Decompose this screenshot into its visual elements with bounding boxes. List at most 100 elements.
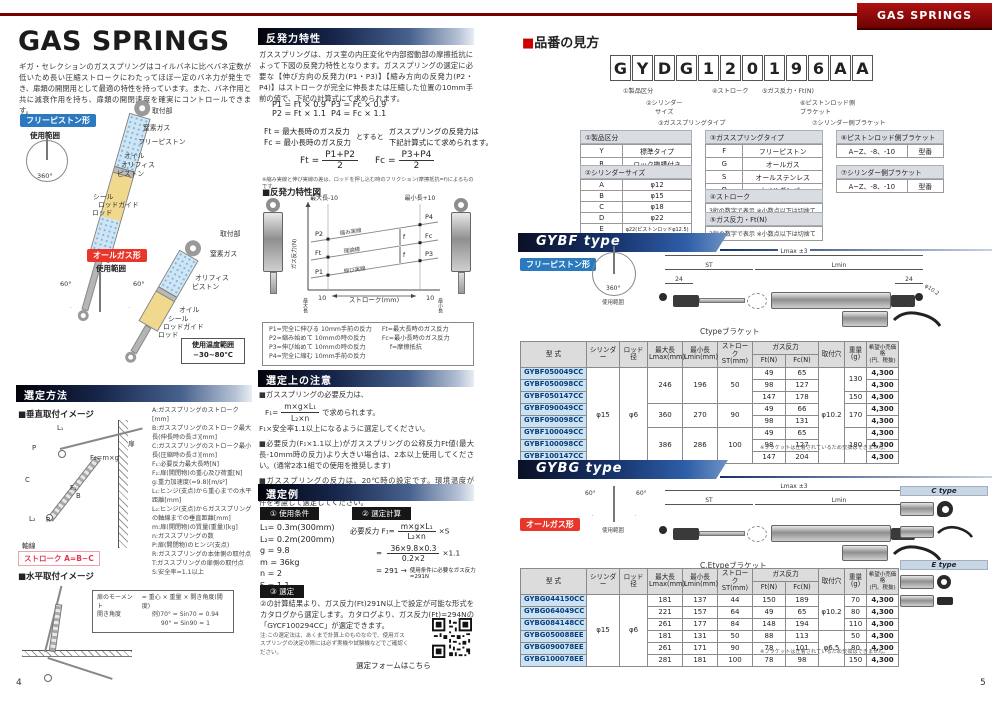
pivot-circle-g bbox=[747, 526, 767, 542]
table-title: ④ストローク bbox=[705, 189, 823, 203]
chart-top-left: 最大長-10 bbox=[310, 194, 338, 202]
piston-rod-g bbox=[699, 531, 745, 536]
label-piston: ピストン bbox=[117, 170, 145, 178]
stroke-formula-badge: ストローク A=B−C bbox=[18, 551, 100, 566]
example-cond-title: ① 使用条件 bbox=[260, 507, 320, 520]
chart-p1: P1 bbox=[315, 268, 323, 276]
cylinder-body bbox=[771, 292, 891, 309]
eq-p3: P3 = Fc × 0.9 bbox=[331, 100, 387, 109]
table-row: GYBF050049CC φ15 φ6 246 196 50 49 65 φ10… bbox=[520, 366, 899, 464]
qr-caption-link[interactable]: 選定フォームはこちら bbox=[356, 661, 431, 670]
pn-char: 0 bbox=[742, 55, 763, 81]
c-type-panel: C type bbox=[900, 486, 988, 541]
legend-item: T:ガススプリングの扉側の取付点 bbox=[152, 559, 244, 567]
cell: φ22 bbox=[622, 212, 692, 224]
table-row: GYBF050098CC 98 127 4,300 bbox=[520, 378, 899, 392]
letter-p: P bbox=[32, 444, 37, 452]
gybf-bracket-label: Ctypeブラケット bbox=[700, 327, 760, 336]
pivot-below bbox=[44, 674, 52, 682]
label2-mount: 取付部 bbox=[220, 230, 241, 238]
label2-piston: ピストン bbox=[192, 283, 220, 291]
gybg-note: ※ブラケットは圧着されているため交換はできません。 bbox=[760, 649, 889, 655]
chart-fc: Fc bbox=[425, 232, 433, 240]
ftfc-definitions: Ft = 最大長時のガス反力 Fc = 最小長時のガス反力 とすると ガススプリ… bbox=[264, 126, 493, 148]
eq-p1: P1 = Ft × 0.9 bbox=[272, 100, 326, 109]
ftfc-formulas: Ft = P1+P2 2 Fc = P3+P4 2 bbox=[300, 150, 437, 171]
gybf-type-header: GYBF type bbox=[518, 233, 728, 252]
letter-c: C bbox=[25, 476, 30, 484]
cell: B bbox=[579, 190, 624, 202]
note1-pre: ■ガススプリングの必要反力は、 bbox=[259, 390, 369, 399]
gybf-spec-table: 型 式 シリンダー ロッド径 最大長 Lmax(mm) 最小長 Lmin(mm)… bbox=[520, 341, 899, 464]
page-number-left: 4 bbox=[16, 678, 22, 688]
legend-fc: Fc=最小長時のガス反力 bbox=[381, 334, 450, 342]
cell: 標準タイプ bbox=[622, 144, 692, 158]
pivot-circle bbox=[747, 293, 767, 309]
col-model: 型 式 bbox=[520, 568, 587, 595]
page-title: GAS SPRINGS bbox=[18, 26, 230, 57]
legend-f: f=摩擦抵抗 bbox=[389, 343, 422, 351]
chart-p4: P4 bbox=[425, 213, 433, 221]
dim-lmax-g: Lmax ±3 bbox=[778, 483, 810, 490]
legend-item: R:ガススプリングの本体側の取付点 bbox=[152, 550, 252, 558]
chart-ylabel: ガス反力(N) bbox=[290, 239, 298, 269]
legend-item: L₂:ヒンジ(支点)からガススプリングの軸線までの垂直距離[mm] bbox=[152, 505, 252, 522]
legend-item: B:ガススプリングのストローク最大長(伸長時の長さ)[mm] bbox=[152, 424, 252, 441]
cond-n: n = 2 bbox=[260, 569, 282, 579]
example-caution: 注:この選定法は、あくまで計算上のものなので、使用ガススプリングの決定の際には必… bbox=[260, 633, 409, 656]
legend-p3: P3=伸び始めて 10mmの時の反力 bbox=[269, 343, 366, 351]
table-row: GYBF100049CC 386 286 100 49 65 180 4,300 bbox=[520, 426, 899, 464]
spring-photo-right bbox=[450, 198, 472, 298]
table-title: ⑥ピストンロッド側ブラケット bbox=[836, 130, 944, 144]
chart-legend-box: P1=完全に伸びる 10mm手前の反力 P2=縮み始めて 10mmの時の反力 P… bbox=[262, 322, 474, 366]
calc-lhs: 必要反力 F₁= bbox=[350, 526, 395, 536]
col-wt: 重量 (g) bbox=[844, 568, 867, 595]
notes-header: 選定上の注意 bbox=[258, 370, 474, 387]
cell: 型番 bbox=[906, 179, 945, 193]
label2-orifice: オリフィス bbox=[195, 274, 229, 282]
calc-result-note: 使用条件に必要なガス反力 =291N bbox=[409, 568, 476, 580]
table-gas-force-note: ⑤ガス反力・Ft(N) 3桁の数字で表示 ※小数点以下は切捨て bbox=[705, 212, 823, 241]
pn-char: 9 bbox=[786, 55, 807, 81]
col-cyl: シリンダー bbox=[586, 568, 620, 595]
gybg-header-line bbox=[720, 476, 992, 478]
col-rod: ロッド径 bbox=[619, 341, 648, 368]
deg-60-right: 60° bbox=[133, 280, 145, 288]
vertical-mount-diagram bbox=[20, 420, 148, 548]
right-bracket-body bbox=[891, 295, 915, 307]
col-st: ストローク ST(mm) bbox=[717, 568, 753, 595]
chart-extend-line: 伸び実線 bbox=[343, 264, 366, 275]
usage-range-label-1: 使用範囲 bbox=[30, 131, 60, 140]
ft-lhs: Ft = bbox=[300, 156, 320, 166]
gybg-bracket-label: C,Etypeブラケット bbox=[700, 561, 767, 570]
dim-phi: φ10.2 bbox=[923, 283, 940, 298]
col-hole: 取付穴 bbox=[818, 568, 845, 595]
ft-def: Ft = 最大長時のガス反力 bbox=[264, 127, 350, 136]
gybg-badge: オールガス形 bbox=[520, 518, 580, 531]
dim-lmin-g: Lmin bbox=[829, 497, 849, 504]
legend-item: F₂:扉(開閉物)の重心及び荷重[N] bbox=[152, 469, 243, 477]
table-title: ①製品区分 bbox=[580, 130, 692, 144]
spring-below bbox=[47, 657, 113, 680]
letter-f1: F₁ bbox=[70, 484, 77, 492]
cell: A~Z、-8、-10 bbox=[836, 179, 908, 193]
label-oil: オイル bbox=[124, 152, 145, 160]
legend-item: n:ガススプリングの数 bbox=[152, 532, 214, 540]
gybf-rotation-axis bbox=[613, 246, 615, 274]
table-row: GYBF050147CC 147 178 150 4,300 bbox=[520, 390, 899, 404]
part-number-header: ■品番の見方 bbox=[522, 32, 599, 51]
fc-num: P3+P4 bbox=[398, 150, 435, 161]
qr-code[interactable] bbox=[432, 618, 472, 658]
legend-ft: Ft=最大長時のガス反力 bbox=[381, 326, 449, 333]
cell: φ22(ピストンロッドφ12.5) bbox=[622, 223, 692, 235]
col-lmax: 最大長 Lmax(mm) bbox=[647, 341, 685, 368]
usage-range-label-2: 使用範囲 bbox=[96, 264, 126, 273]
cylinder-body-g bbox=[771, 525, 891, 542]
gybg-bracket-detail bbox=[842, 540, 962, 566]
cell: φ15 bbox=[622, 190, 692, 202]
legend-p2: P2=縮み始めて 10mmの時の反力 bbox=[269, 334, 366, 342]
cond-m: m = 36kg bbox=[260, 557, 300, 567]
swing-axis bbox=[99, 272, 101, 312]
col-fc: Fc(N) bbox=[785, 580, 819, 595]
